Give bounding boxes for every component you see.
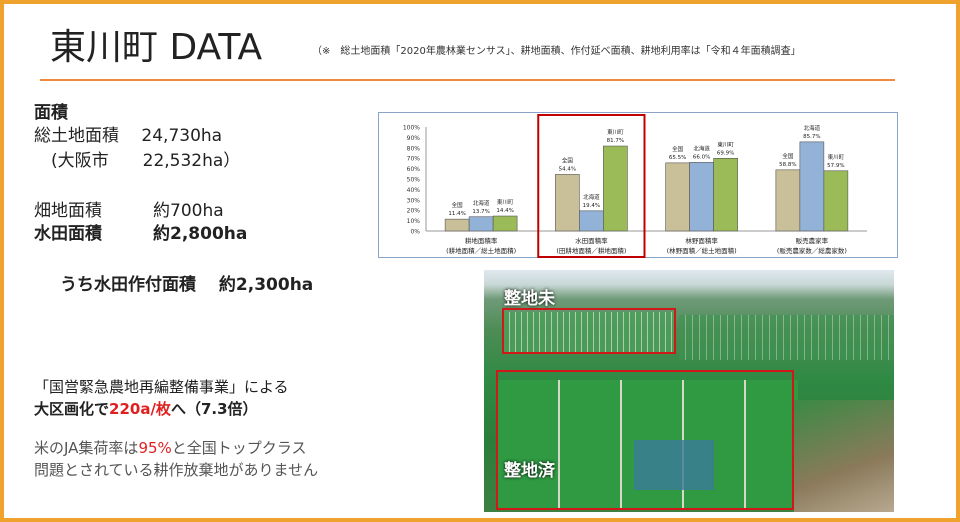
y-tick-label: 30% [407,197,421,204]
paddy-area: 水田面積 約2,800ha [34,224,248,244]
ja-line2: 問題とされている耕作放棄地がありません [34,461,319,479]
planted-area: うち水田作付面積 約2,300ha [60,275,314,295]
bar-series-label: 北海道 [583,193,600,201]
total-area: 総土地面積 24,730ha [34,126,223,146]
bar [689,162,714,232]
project-line1: 「国営緊急農地再編整備事業」による [34,378,289,396]
bar-value-label: 11.4% [448,211,465,217]
label-unconsolidated: 整地未 [504,289,555,309]
title-divider [40,79,895,81]
y-tick-label: 40% [407,187,421,194]
bar-series-label: 東川町 [607,128,624,136]
y-tick-label: 50% [407,177,421,184]
x-category-label: 水田面積率 [575,236,608,245]
bar-value-label: 66.0% [693,154,710,160]
bar-series-label: 北海道 [693,144,710,152]
bar [468,216,494,232]
comparison-chart: 0% 10% 20% 30% 40% 50% 60% 70% 80% 90% 100% 全国 11.4%… [378,112,898,258]
x-category-label: 販売農家率 [796,236,829,245]
page-title: 東川町 DATA [50,27,263,68]
x-category-sublabel: (耕地面積／総土地面積) [446,246,516,255]
y-tick-label: 70% [407,156,421,163]
bar-value-label: 57.9% [827,163,844,169]
bar-value-label: 85.7% [803,134,820,140]
bar-value-label: 65.5% [669,155,686,161]
bar-series-label: 東川町 [717,140,734,148]
x-category-sublabel: (林野面積／総土地面積) [667,246,737,255]
bar [665,162,690,232]
bar-value-label: 54.4% [559,166,576,172]
bar-value-label: 81.7% [607,138,624,144]
y-tick-label: 10% [407,218,421,225]
bar [799,141,825,232]
bar-series-label: 全国 [452,201,464,209]
unconsolidated-highlight [502,308,676,354]
bar-value-label: 69.9% [717,150,734,156]
bar-series-label: 全国 [562,156,574,164]
bar-value-label: 13.7% [472,209,489,215]
bar-series-label: 全国 [672,145,684,153]
consolidated-highlight [496,370,794,510]
project-line2: 大区画化で220a/枚へ（7.3倍） [34,400,258,418]
bar [603,145,628,232]
ja-line1: 米のJA集荷率は95%と全国トップクラス [34,439,307,457]
x-category-label: 耕地面積率 [465,236,498,245]
y-tick-label: 90% [407,135,421,142]
y-tick-label: 0% [410,229,420,236]
bar-value-label: 14.4% [496,208,513,214]
label-consolidated: 整地済 [504,461,555,481]
x-category-sublabel: (田耕地面積／耕地面積) [556,246,626,255]
source-note: （※ 総土地面積「2020年農林業センサス」、耕地面積、作付延べ面積、耕地利用率… [312,46,801,57]
bar-series-label: 北海道 [473,199,490,207]
bar [713,158,738,232]
y-tick-label: 80% [407,145,421,152]
bar [444,218,470,232]
bar [492,215,518,232]
y-tick-label: 60% [407,166,421,173]
bar-series-label: 北海道 [804,124,821,132]
bar-series-label: 東川町 [497,198,514,206]
bar [555,174,580,232]
bar-series-label: 東川町 [828,153,845,161]
x-category-sublabel: (販売農家数／総農家数) [777,246,847,255]
bar-value-label: 19.4% [583,203,600,209]
aerial-photo: 整地未 整地済 [484,270,894,512]
osaka-area: (大阪市 22,532ha） [34,151,241,171]
bar [823,170,849,232]
x-category-label: 林野面積率 [685,236,718,245]
bar-series-label: 全国 [782,152,794,160]
chart-svg: 0% 10% 20% 30% 40% 50% 60% 70% 80% 90% 100% 全国 11.4%… [403,114,867,258]
highlight-box [537,114,646,258]
field-area: 畑地面積 約700ha [34,201,224,221]
area-heading: 面積 [34,103,68,123]
y-tick-label: 20% [407,208,421,215]
bar [579,210,604,232]
bar [775,169,801,232]
bar-value-label: 58.8% [779,162,796,168]
y-tick-label: 100% [403,125,420,132]
